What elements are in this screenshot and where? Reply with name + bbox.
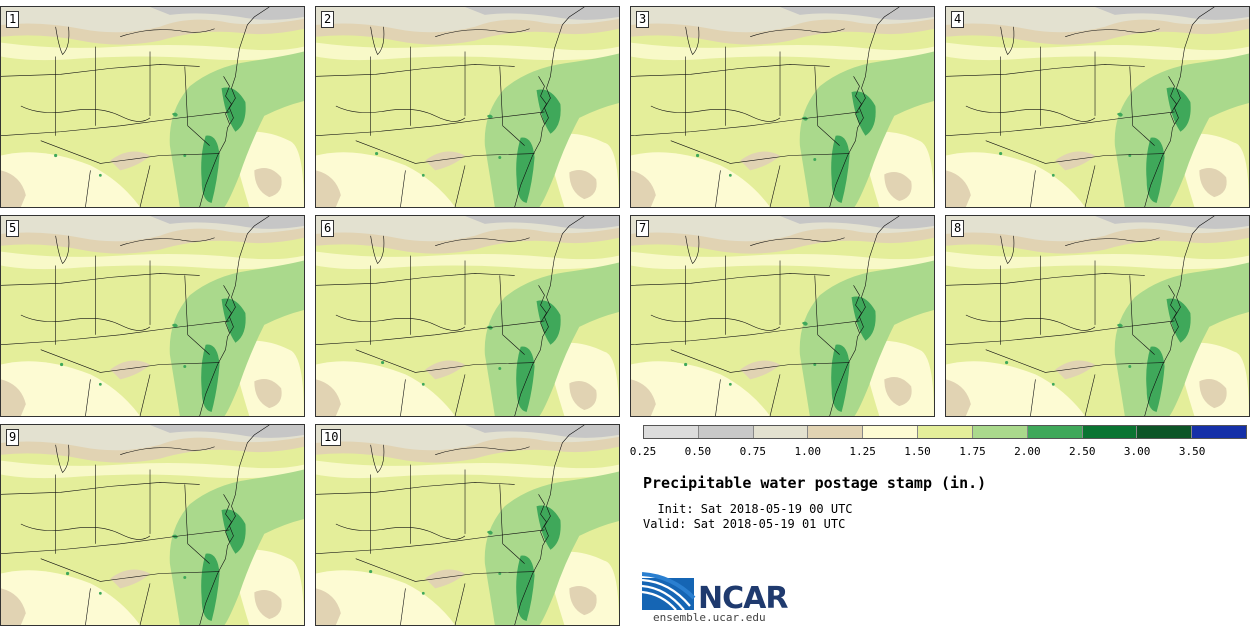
init-time: Init: Sat 2018-05-19 00 UTC	[643, 502, 853, 516]
colorbar-segment	[1191, 426, 1246, 438]
colorbar-tick-label: 1.25	[849, 445, 876, 458]
member-number-label: 8	[951, 220, 965, 237]
colorbar-tick-label: 0.75	[739, 445, 767, 458]
member-map-2: 2	[315, 6, 620, 208]
member-number-label: 10	[321, 429, 342, 446]
colorbar	[643, 425, 1247, 439]
member-map-4: 4	[945, 6, 1250, 208]
member-number-label: 2	[321, 11, 335, 28]
colorbar-segment	[1081, 426, 1137, 438]
colorbar-segment	[807, 426, 863, 438]
member-map-7: 7	[630, 215, 935, 417]
member-map-1: 1	[0, 6, 305, 208]
colorbar-tick-label: 0.50	[684, 445, 712, 458]
member-map-10: 10	[315, 424, 620, 626]
colorbar-tick-label: 1.75	[959, 445, 986, 458]
colorbar-tick-label: 0.25	[629, 445, 657, 458]
colorbar-tick-label: 2.50	[1069, 445, 1096, 458]
colorbar-segment	[752, 426, 808, 438]
member-map-6: 6	[315, 215, 620, 417]
colorbar-segment	[697, 426, 753, 438]
member-number-label: 7	[636, 220, 650, 237]
colorbar-tick-label: 1.50	[904, 445, 931, 458]
member-number-label: 5	[6, 220, 20, 237]
member-map-5: 5	[0, 215, 305, 417]
colorbar-segment	[1136, 426, 1192, 438]
legend-title: Precipitable water postage stamp (in.)	[643, 474, 987, 492]
member-number-label: 6	[321, 220, 335, 237]
colorbar-segment	[1026, 426, 1082, 438]
member-number-label: 4	[951, 11, 965, 28]
colorbar-tick-label: 3.00	[1123, 445, 1151, 458]
colorbar-segment	[917, 426, 972, 438]
colorbar-segment	[644, 426, 698, 438]
member-map-9: 9	[0, 424, 305, 626]
member-number-label: 9	[6, 429, 20, 446]
colorbar-tick-label: 1.00	[794, 445, 821, 458]
member-number-label: 3	[636, 11, 650, 28]
member-map-3: 3	[630, 6, 935, 208]
website-url[interactable]: ensemble.ucar.edu	[653, 611, 766, 624]
colorbar-tick-label: 2.00	[1014, 445, 1041, 458]
ncar-logo-icon	[642, 572, 696, 611]
colorbar-tick-label: 3.50	[1178, 445, 1206, 458]
time-info: Init: Sat 2018-05-19 00 UTC Valid: Sat 2…	[643, 502, 853, 532]
colorbar-segment	[862, 426, 918, 438]
ncar-wordmark: NCAR	[698, 581, 788, 616]
member-number-label: 1	[6, 11, 20, 28]
member-map-8: 8	[945, 215, 1250, 417]
colorbar-segment	[971, 426, 1027, 438]
valid-time: Valid: Sat 2018-05-19 01 UTC	[643, 517, 846, 531]
